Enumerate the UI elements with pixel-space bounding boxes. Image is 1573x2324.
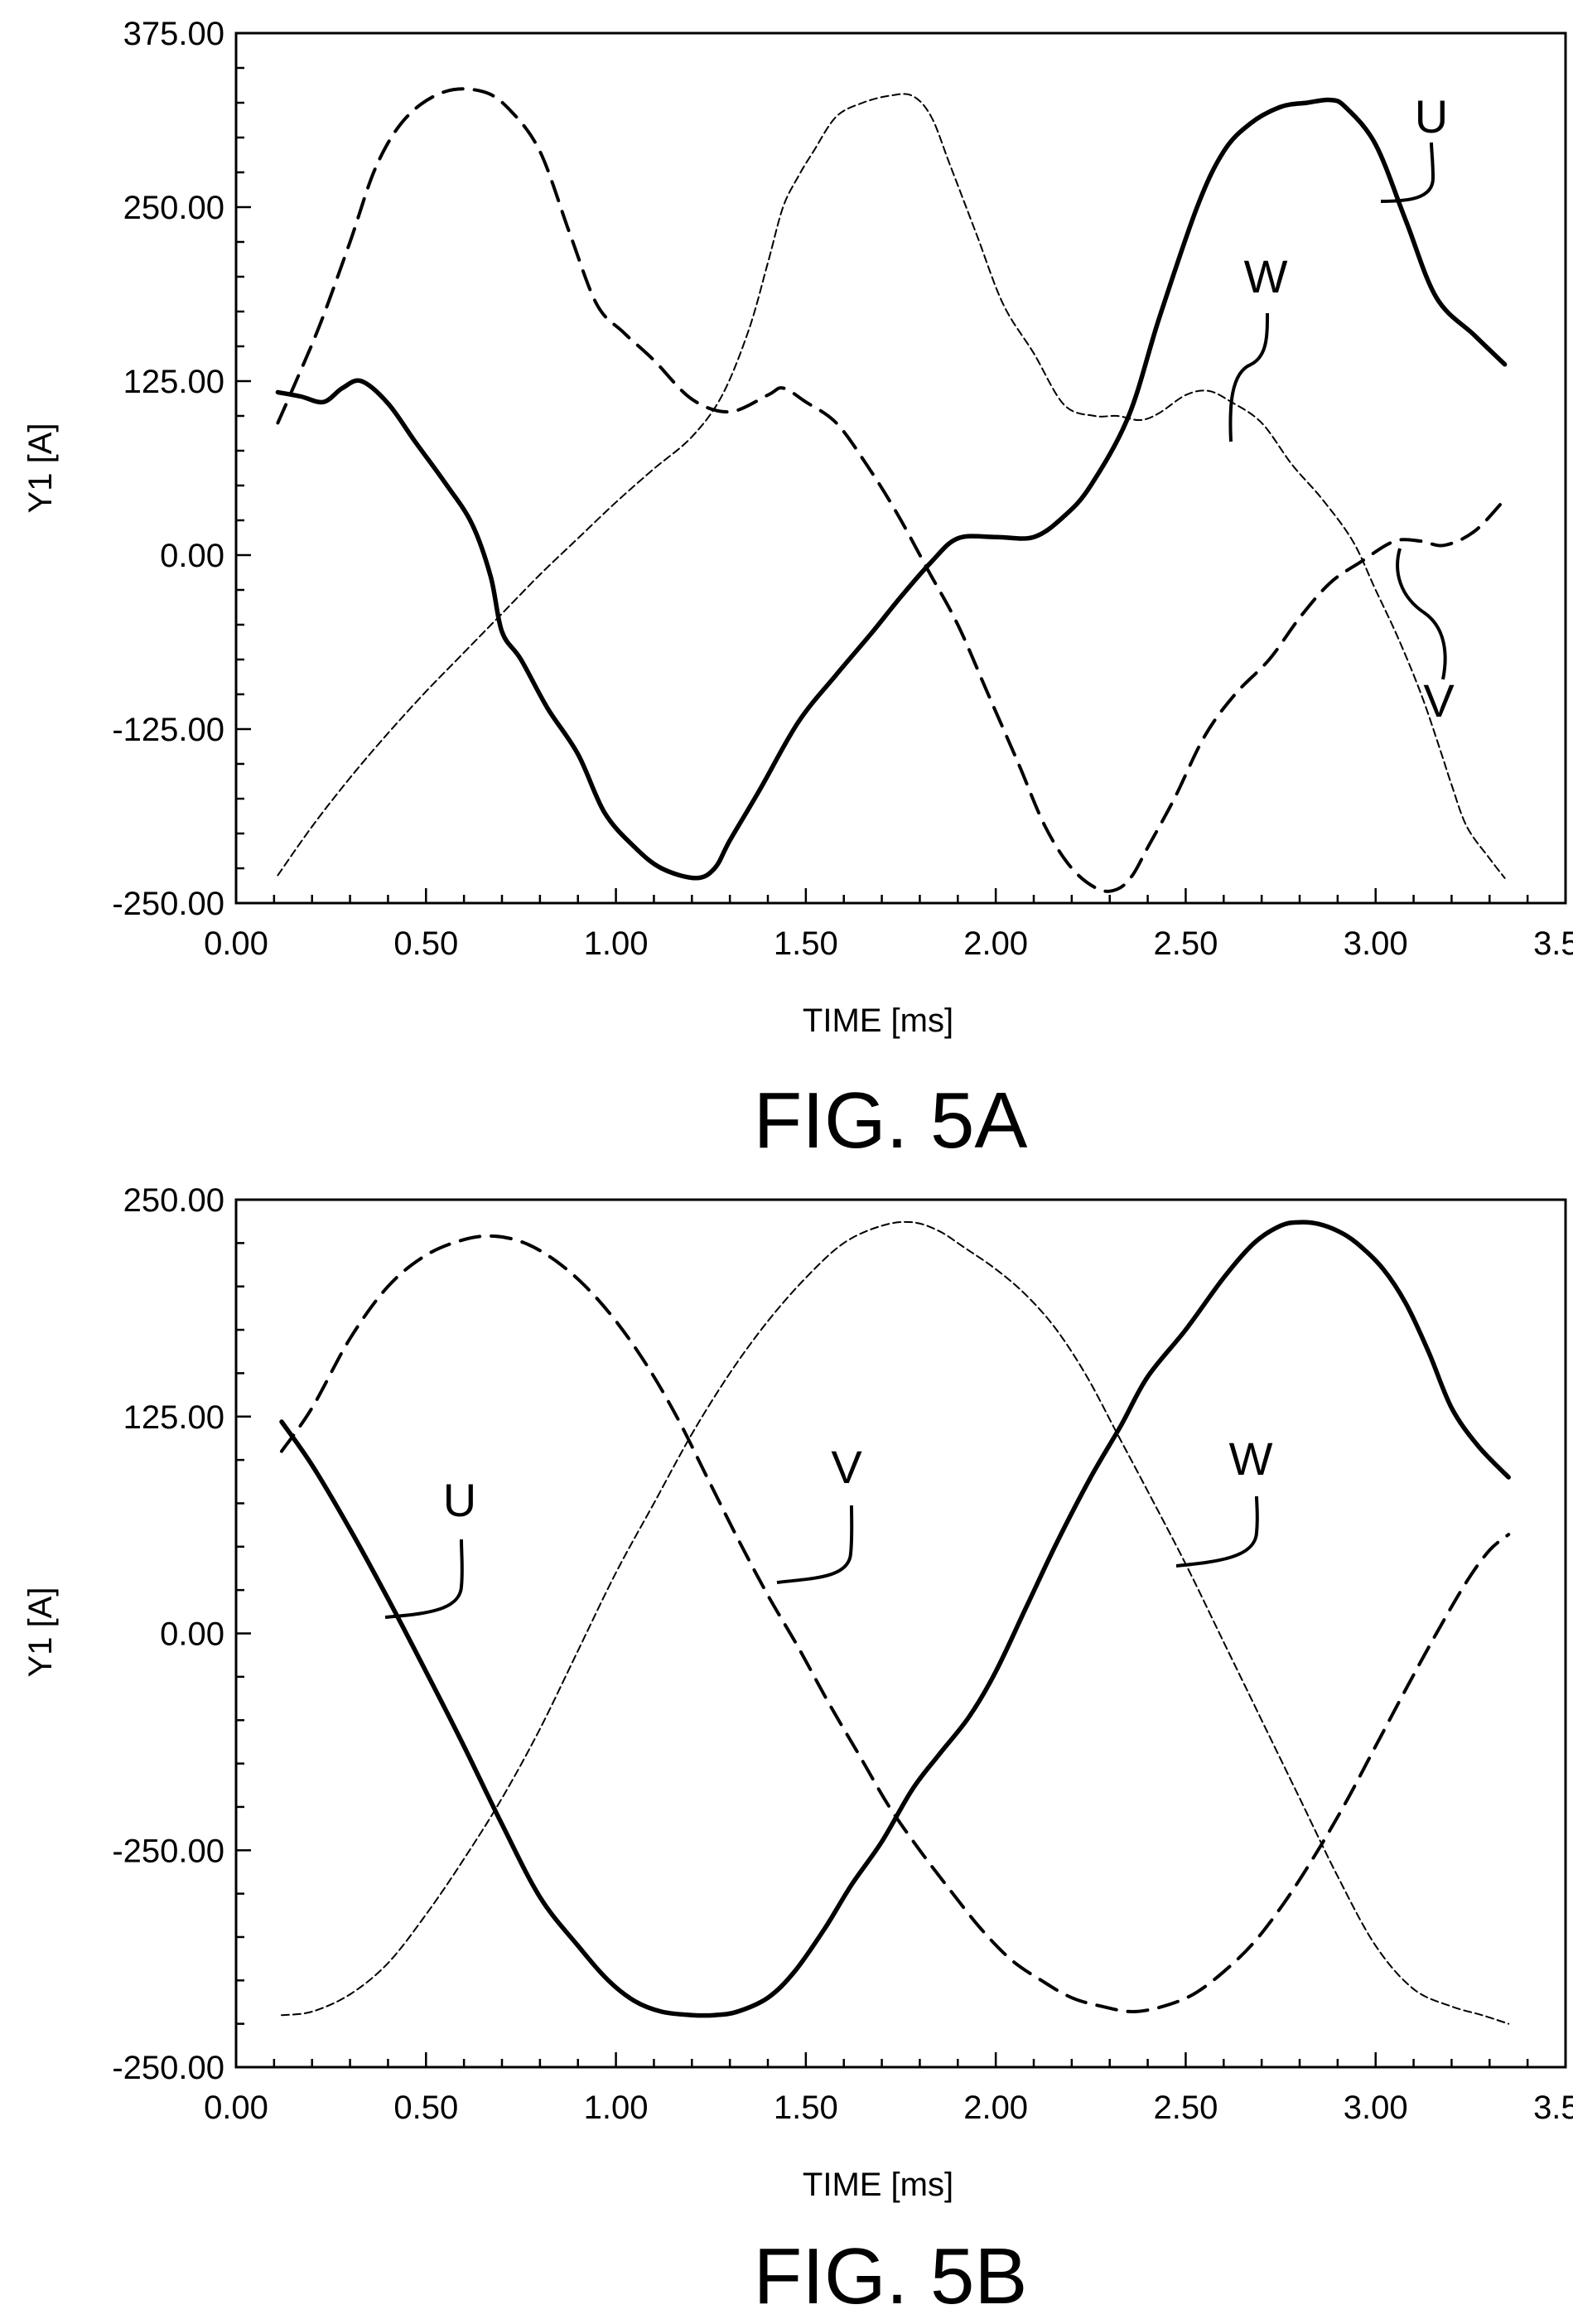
leader-v-5b (776, 1505, 854, 1584)
y-axis-title-5b: Y1 [A] (22, 1587, 59, 1678)
x-tick-label: 0.00 (204, 2090, 268, 2126)
series-label-u-5a: U (1415, 90, 1448, 143)
x-tick-label: 1.00 (584, 2090, 649, 2126)
series-group-5a (275, 87, 1508, 893)
x-tick-label: 0.00 (204, 925, 268, 962)
leader-u-5b (384, 1539, 464, 1619)
series-line-v (280, 1234, 1511, 2013)
x-axis-title-5a: TIME [ms] (803, 1003, 953, 1039)
x-tick-label: 2.00 (963, 2090, 1028, 2126)
series-line-w (281, 1220, 1510, 2025)
figure-caption-5a: FIG. 5A (754, 1076, 1028, 1165)
figure-caption-5b: FIG. 5B (754, 2232, 1028, 2321)
y-axis-title-5a: Y1 [A] (22, 423, 59, 514)
series-label-v-5a: V (1423, 674, 1455, 727)
y-tick-label: 125.00 (123, 364, 224, 400)
series-label-u-5b: U (443, 1474, 476, 1526)
series-line-u (275, 97, 1508, 881)
x-tick-label: 0.50 (393, 2090, 458, 2126)
series-line-v (276, 87, 1507, 893)
y-tick-label: 0.00 (160, 1616, 224, 1653)
leader-w-5a (1228, 312, 1269, 442)
series-label-w-5a: W (1244, 250, 1288, 302)
x-axis-ticks-5b: 0.00 0.50 1.00 1.50 2.00 2.50 3.00 3.50 (204, 2052, 1573, 2126)
y-tick-label: -250.00 (112, 886, 224, 922)
figure-5a: 375.00 250.00 125.00 0.00 -125.00 -250.00 0.0… (22, 16, 1573, 1165)
x-tick-label: 3.00 (1344, 2090, 1408, 2126)
x-tick-label: 2.50 (1153, 2090, 1218, 2126)
x-tick-label: 3.00 (1344, 925, 1408, 962)
x-axis-title-5b: TIME [ms] (803, 2167, 953, 2203)
y-tick-label: -125.00 (112, 712, 224, 748)
x-tick-label: 1.00 (584, 925, 649, 962)
x-tick-label: 2.00 (963, 925, 1028, 962)
y-tick-label: 375.00 (123, 16, 224, 52)
x-tick-label: 0.50 (393, 925, 458, 962)
series-group-5b (279, 1220, 1511, 2025)
x-tick-label: 2.50 (1153, 925, 1218, 962)
leader-v-5a (1396, 548, 1447, 680)
plot-frame-5a (234, 31, 1567, 905)
y-tick-label: 0.00 (160, 538, 224, 574)
x-axis-ticks-5a: 0.00 0.50 1.00 1.50 2.00 2.50 3.00 3.50 (204, 888, 1573, 962)
series-line-u (279, 1220, 1511, 2018)
x-tick-label: 3.50 (1533, 925, 1573, 962)
leader-w-5b (1175, 1495, 1259, 1568)
series-label-v-5b: V (831, 1441, 862, 1493)
y-tick-label: 250.00 (123, 1182, 224, 1219)
x-tick-label: 1.50 (774, 925, 838, 962)
series-line-w (277, 93, 1506, 879)
plot-frame-5b (234, 1198, 1567, 2069)
y-tick-label: 125.00 (123, 1399, 224, 1436)
y-axis-ticks-5a: 375.00 250.00 125.00 0.00 -125.00 -250.00 (112, 16, 251, 922)
y-axis-ticks-5b: 250.00 125.00 0.00 -250.00 -250.00 (112, 1182, 251, 2086)
leader-u-5a (1380, 142, 1435, 203)
y-tick-label: -250.00 (112, 1833, 224, 1869)
y-tick-label: -250.00 (112, 2050, 224, 2086)
figure-5b: 250.00 125.00 0.00 -250.00 -250.00 0.00 0.50 1… (22, 1182, 1573, 2321)
x-tick-label: 3.50 (1533, 2090, 1573, 2126)
series-label-w-5b: W (1229, 1433, 1273, 1485)
y-tick-label: 250.00 (123, 190, 224, 226)
x-tick-label: 1.50 (774, 2090, 838, 2126)
